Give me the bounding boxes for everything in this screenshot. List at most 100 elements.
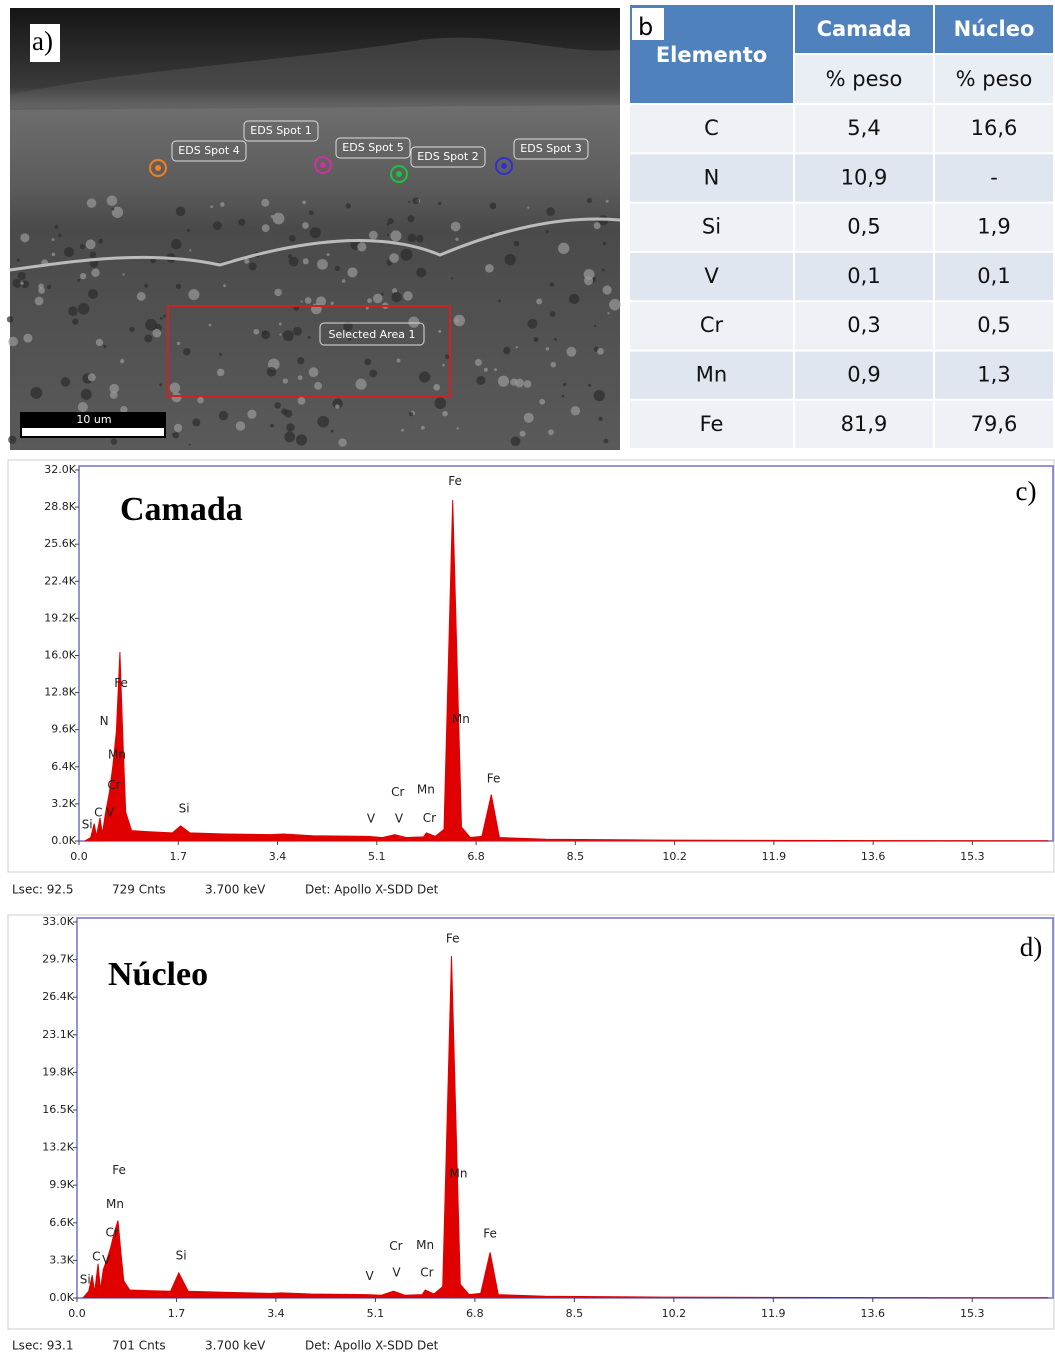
sem-grain (548, 429, 554, 435)
sem-grain (111, 438, 117, 444)
x-tick-label: 15.3 (960, 1307, 985, 1320)
sem-grain (451, 222, 461, 232)
sem-grain (409, 412, 413, 416)
sem-grain (310, 227, 321, 238)
sem-grain (597, 348, 604, 355)
sem-grain (308, 336, 311, 339)
sem-grain (408, 215, 415, 222)
panel-label: d) (1020, 932, 1043, 962)
sem-grain (298, 397, 306, 405)
x-tick-label: 15.3 (960, 850, 985, 863)
peak-label: V (365, 1269, 374, 1283)
x-tick-label: 8.5 (566, 1307, 584, 1320)
sem-grain (284, 432, 295, 443)
sem-grain (301, 301, 303, 303)
sem-grain (442, 411, 448, 417)
sem-grain (316, 296, 326, 306)
x-tick-label: 8.5 (567, 850, 585, 863)
sem-grain (220, 202, 225, 207)
sem-grain (408, 317, 419, 328)
peak-label: Mn (450, 1166, 468, 1180)
footer-text: Det: Apollo X-SDD Det (305, 883, 439, 897)
sem-grain (475, 359, 482, 366)
x-tick-label: 10.2 (662, 1307, 687, 1320)
sem-grain (331, 430, 334, 433)
sem-grain (342, 279, 346, 283)
y-tick-label: 28.8K (44, 500, 76, 513)
sem-grain (604, 439, 609, 444)
sem-grain (563, 383, 566, 386)
y-tick-label: 16.5K (42, 1103, 74, 1116)
sem-grain (8, 436, 16, 444)
sem-grain (381, 293, 384, 296)
sem-grain (273, 213, 285, 225)
y-tick-label: 13.2K (42, 1141, 74, 1154)
sem-grain (293, 327, 302, 336)
sem-grain (520, 431, 526, 437)
sem-grain (511, 436, 521, 446)
sem-grain (516, 346, 518, 348)
x-tick-label: 3.4 (269, 850, 287, 863)
sem-grain (451, 277, 453, 279)
cell-text: 1,3 (977, 363, 1010, 387)
sem-grain (281, 408, 287, 414)
peak-label: V (106, 806, 115, 820)
sem-grain (68, 306, 78, 316)
peak-label: V (395, 811, 404, 825)
sem-grain (602, 268, 605, 271)
sem-grain (498, 376, 509, 387)
peak-label: C (92, 1249, 100, 1263)
y-tick-label: 29.7K (42, 953, 74, 966)
y-tick-label: 19.8K (42, 1065, 74, 1078)
sem-grain (187, 229, 190, 232)
cell-text: Fe (700, 412, 724, 436)
sem-grain (327, 253, 330, 256)
x-tick-label: 1.7 (168, 1307, 186, 1320)
sem-grain (47, 285, 51, 289)
peak-label: Mn (108, 748, 126, 762)
figure: a) 10 um Selected Area 1 bElementoCamada… (0, 0, 1055, 1356)
sem-grain (335, 266, 340, 271)
peak-label: Cr (420, 1265, 433, 1279)
sem-grain (30, 387, 42, 399)
sem-grain (369, 231, 378, 240)
sem-grain (120, 359, 124, 363)
sem-grain (61, 377, 70, 386)
sem-grain (302, 222, 309, 229)
x-tick-label: 6.8 (467, 850, 485, 863)
sem-grain (438, 202, 441, 205)
sem-grain (87, 198, 96, 207)
sem-grain (569, 294, 579, 304)
sem-grain (366, 307, 369, 310)
sem-grain (302, 200, 306, 204)
sem-grain (566, 347, 576, 357)
spot-dot (320, 162, 326, 168)
y-tick-label: 3.3K (49, 1253, 74, 1266)
cell-text: 5,4 (847, 116, 880, 140)
spot-dot (501, 163, 507, 169)
sem-grain (145, 319, 157, 331)
sem-grain (607, 312, 609, 314)
sem-grain (356, 379, 367, 390)
peak-label: Mn (452, 712, 470, 726)
table: bElementoCamadaNúcleo% peso% pesoC5,416,… (630, 5, 1053, 448)
cell-text: Mn (696, 363, 727, 387)
sem-grain (558, 243, 569, 254)
sem-grain (262, 224, 270, 232)
sem-grain (23, 334, 32, 343)
spot-label: EDS Spot 2 (417, 150, 478, 163)
sem-grain (163, 315, 166, 318)
sem-grain (455, 238, 458, 241)
x-tick-label: 1.7 (170, 850, 188, 863)
sem-grain (18, 272, 26, 280)
sem-grain (401, 249, 413, 261)
panel-label: a) (32, 26, 53, 56)
sem-grain (514, 241, 519, 246)
peak-label: Mn (417, 782, 435, 796)
cell-text: N (704, 165, 720, 189)
sem-grain (109, 384, 119, 394)
sem-grain (546, 207, 555, 216)
sem-grain (297, 357, 304, 364)
sem-grain (527, 206, 529, 208)
sem-grain (189, 444, 191, 446)
